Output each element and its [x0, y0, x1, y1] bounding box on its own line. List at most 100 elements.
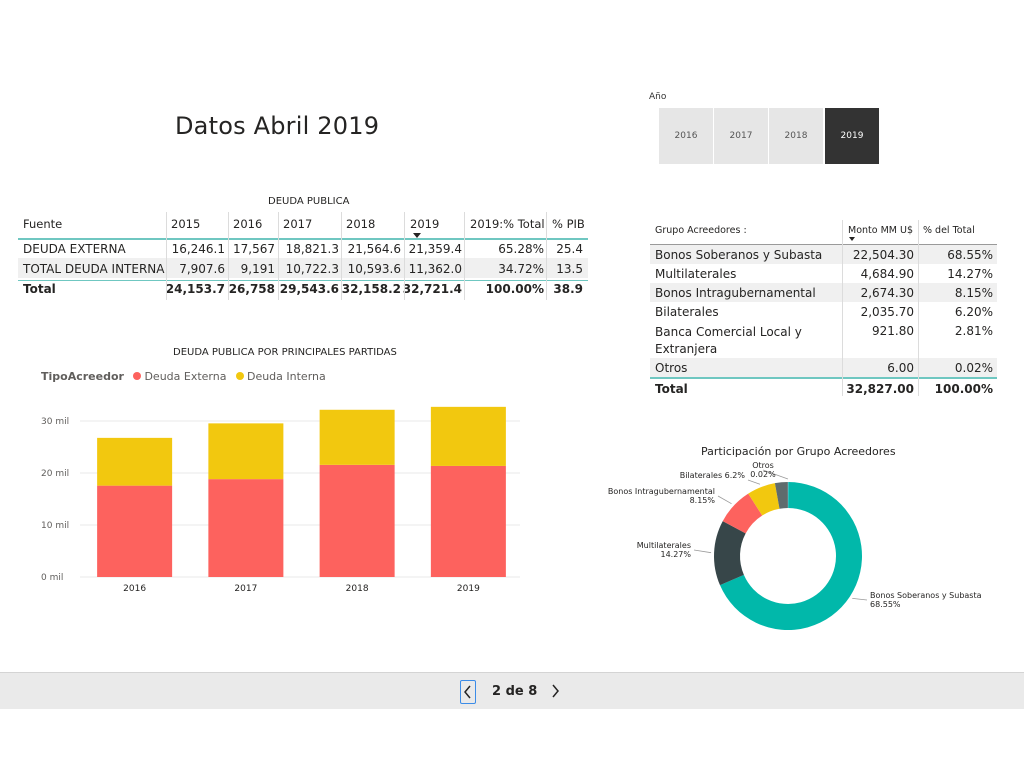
- bar-deuda-externa-2018[interactable]: [319, 464, 395, 577]
- cell-2016: 26,758: [228, 282, 275, 296]
- cell-pct: 100.00%: [934, 382, 993, 396]
- legend-swatch-deuda-interna: [235, 372, 244, 380]
- sort-desc-icon: [849, 237, 855, 241]
- cell-2019: 32,721.4: [402, 282, 462, 296]
- donut-leader-line: [852, 597, 868, 601]
- cell-grupo: Bonos Soberanos y Subasta: [655, 248, 823, 262]
- donut-chart-title: Participación por Grupo Acreedores: [701, 445, 896, 458]
- cell-grupo: Otros: [655, 361, 688, 375]
- column-divider: [341, 212, 342, 300]
- y-tick-label: 0 mil: [41, 573, 63, 583]
- table-divider: [650, 377, 997, 379]
- donut-label-pct: 68.55%: [870, 600, 901, 609]
- donut-slice-otros[interactable]: [787, 482, 789, 509]
- bar-deuda-interna-2019[interactable]: [430, 406, 506, 466]
- donut-data-label: Bonos Soberanos y Subasta 68.55%: [870, 591, 982, 609]
- column-divider: [464, 212, 465, 300]
- table-row: DEUDA EXTERNA 16,246.1 17,567 18,821.3 2…: [18, 238, 588, 258]
- cell-grupo: Bilaterales: [655, 305, 719, 319]
- sort-desc-icon: [413, 233, 421, 238]
- year-slicer-label: Año: [649, 92, 667, 102]
- cell-fuente: DEUDA EXTERNA: [23, 242, 126, 256]
- page-indicator: 2 de 8: [492, 684, 538, 699]
- page-navigation-bar: 2 de 8: [0, 672, 1024, 709]
- y-tick-label: 20 mil: [41, 469, 69, 479]
- legend-item-deuda-interna[interactable]: Deuda Interna: [246, 370, 326, 383]
- legend-item-deuda-externa[interactable]: Deuda Externa: [144, 370, 227, 383]
- bar-deuda-externa-2019[interactable]: [430, 465, 506, 577]
- year-tile-2017[interactable]: 2017: [714, 108, 768, 164]
- table-divider: [650, 244, 997, 245]
- cell-pct-pib: 38.9: [553, 282, 583, 296]
- donut-label-pct: 14.27%: [660, 550, 691, 559]
- col-2015[interactable]: 2015: [171, 217, 201, 231]
- bar-deuda-interna-2017[interactable]: [208, 423, 284, 480]
- chevron-right-icon: [552, 684, 559, 698]
- donut-label-name: Otros: [752, 461, 774, 470]
- col-2018[interactable]: 2018: [346, 217, 376, 231]
- year-tile-2018[interactable]: 2018: [769, 108, 823, 164]
- col-pct-pib[interactable]: % PIB: [552, 217, 585, 231]
- cell-2018: 32,158.2: [341, 282, 401, 296]
- donut-slice-bonos-intragubernamental[interactable]: [722, 493, 763, 534]
- grupo-table-header: Grupo Acreedores : Monto MM U$ % del Tot…: [650, 220, 997, 244]
- cell-pct-pib: 25.4: [556, 242, 583, 256]
- cell-2016: 17,567: [233, 242, 275, 256]
- donut-chart: Bonos Soberanos y Subasta 68.55% Multilate…: [608, 461, 982, 630]
- col-2016[interactable]: 2016: [233, 217, 263, 231]
- cell-fuente: TOTAL DEUDA INTERNA: [23, 262, 165, 276]
- year-tile-2019[interactable]: 2019: [825, 108, 879, 164]
- legend-swatch-deuda-externa: [133, 372, 142, 380]
- chevron-left-icon: [464, 685, 471, 699]
- table-row: Bonos Intragubernamental 2,674.30 8.15%: [650, 283, 997, 302]
- cell-pct: 0.02%: [954, 361, 993, 375]
- page-title: Datos Abril 2019: [175, 112, 380, 140]
- cell-monto: 2,674.30: [860, 286, 914, 300]
- grupo-acreedores-table: Grupo Acreedores : Monto MM U$ % del Tot…: [650, 220, 997, 399]
- cell-grupo: Multilaterales: [655, 267, 737, 281]
- y-tick-label: 10 mil: [41, 521, 69, 531]
- donut-slice-bonos-soberanos-y-subasta[interactable]: [719, 482, 862, 630]
- cell-grupo: Total: [655, 382, 688, 396]
- cell-monto: 2,035.70: [860, 305, 914, 319]
- col-2019[interactable]: 2019: [410, 217, 440, 231]
- donut-data-label: Otros 0.02%: [750, 461, 776, 479]
- col-monto[interactable]: Monto MM U$: [848, 225, 913, 236]
- prev-page-button[interactable]: [460, 680, 476, 704]
- col-2017[interactable]: 2017: [283, 217, 313, 231]
- col-fuente[interactable]: Fuente: [23, 217, 63, 231]
- cell-pct: 14.27%: [947, 267, 993, 281]
- cell-pct: 6.20%: [954, 305, 993, 319]
- col-2019-pct-total[interactable]: 2019:% Total: [470, 217, 545, 231]
- column-divider: [228, 212, 229, 300]
- cell-grupo: Banca Comercial Local y Extranjera: [655, 325, 802, 356]
- year-tile-2016[interactable]: 2016: [659, 108, 713, 164]
- cell-2016: 9,191: [240, 262, 275, 276]
- donut-slice-bilaterales[interactable]: [748, 483, 780, 516]
- bar-deuda-interna-2016[interactable]: [97, 437, 173, 486]
- column-divider: [546, 212, 547, 300]
- cell-pct-total: 65.28%: [498, 242, 544, 256]
- y-tick-label: 30 mil: [41, 417, 69, 427]
- x-tick-label: 2019: [457, 584, 480, 594]
- donut-slice-multilaterales[interactable]: [714, 521, 746, 586]
- column-divider: [404, 212, 405, 300]
- bar-deuda-externa-2016[interactable]: [97, 485, 173, 577]
- x-tick-label: 2016: [123, 584, 146, 594]
- table-row: Banca Comercial Local y Extranjera 921.8…: [650, 321, 997, 358]
- col-grupo[interactable]: Grupo Acreedores :: [655, 225, 747, 236]
- donut-leader-line: [762, 469, 789, 480]
- cell-2017: 10,722.3: [285, 262, 339, 276]
- bar-deuda-externa-2017[interactable]: [208, 479, 284, 577]
- cell-2015: 16,246.1: [171, 242, 225, 256]
- bar-deuda-interna-2018[interactable]: [319, 409, 395, 465]
- col-pct-total[interactable]: % del Total: [923, 225, 975, 236]
- cell-2019: 11,362.0: [408, 262, 462, 276]
- cell-2018: 10,593.6: [347, 262, 401, 276]
- column-divider: [918, 220, 919, 396]
- next-page-button[interactable]: [548, 680, 562, 702]
- cell-grupo: Bonos Intragubernamental: [655, 286, 816, 300]
- donut-slice-banca-comercial-local-y-extranjera[interactable]: [774, 482, 788, 509]
- cell-pct: 68.55%: [947, 248, 993, 262]
- donut-data-label: Bonos Intragubernamental 8.15%: [608, 487, 716, 505]
